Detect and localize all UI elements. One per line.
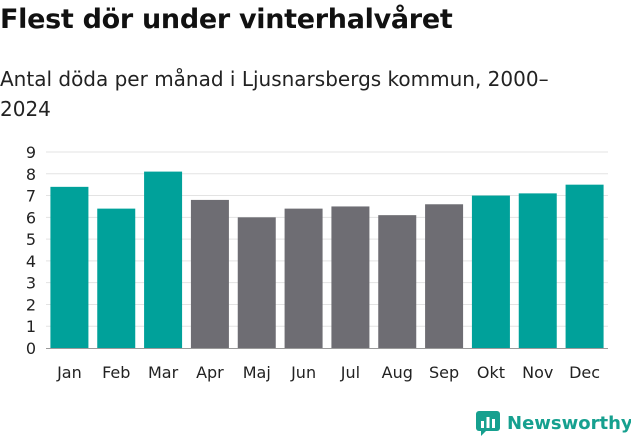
y-tick-label: 4 [26, 252, 36, 271]
y-tick-label: 6 [26, 208, 36, 227]
y-tick-label: 5 [26, 230, 36, 249]
chart-subtitle: Antal döda per månad i Ljusnarsbergs kom… [0, 67, 549, 121]
bar-apr [190, 199, 229, 348]
bar-jun [284, 208, 323, 348]
y-tick-label: 3 [26, 274, 36, 293]
x-tick-label: Nov [522, 363, 553, 382]
newsworthy-logo-icon [476, 411, 500, 436]
bar-feb [97, 208, 136, 348]
x-tick-label: Jan [56, 363, 82, 382]
y-tick-label: 0 [26, 339, 36, 358]
bar-jan [50, 186, 89, 348]
bar-jul [331, 206, 370, 348]
x-tick-label: Apr [196, 363, 224, 382]
x-tick-label: Dec [569, 363, 600, 382]
y-tick-label: 2 [26, 295, 36, 314]
x-tick-label: Aug [382, 363, 413, 382]
y-tick-label: 9 [26, 143, 36, 162]
bar-chart: 0 1 2 3 4 5 6 7 8 9 Jan Feb Mar Apr Maj Jun Jul Aug Sep Okt… [26, 143, 608, 382]
x-tick-label: Okt [477, 363, 505, 382]
x-tick-label: Maj [243, 363, 271, 382]
brand-name: Newsworthy [507, 412, 631, 434]
x-tick-label: Mar [148, 363, 179, 382]
bar-mar [144, 171, 183, 348]
chart-title: Flest dör under vinterhalvåret [0, 4, 453, 35]
bar-aug [378, 215, 417, 348]
brand-logo: Newsworthy [475, 407, 631, 439]
y-tick-label: 8 [26, 165, 36, 184]
bar-sep [425, 204, 464, 348]
x-tick-label: Jun [290, 363, 316, 382]
x-tick-label: Sep [429, 363, 459, 382]
bar-nov [518, 193, 557, 348]
bar-maj [237, 217, 276, 348]
y-tick-label: 1 [26, 317, 36, 336]
bar-dec [565, 184, 604, 348]
x-tick-label: Feb [102, 363, 130, 382]
bar-okt [471, 195, 510, 348]
x-tick-label: Jul [340, 363, 360, 382]
y-tick-label: 7 [26, 187, 36, 206]
